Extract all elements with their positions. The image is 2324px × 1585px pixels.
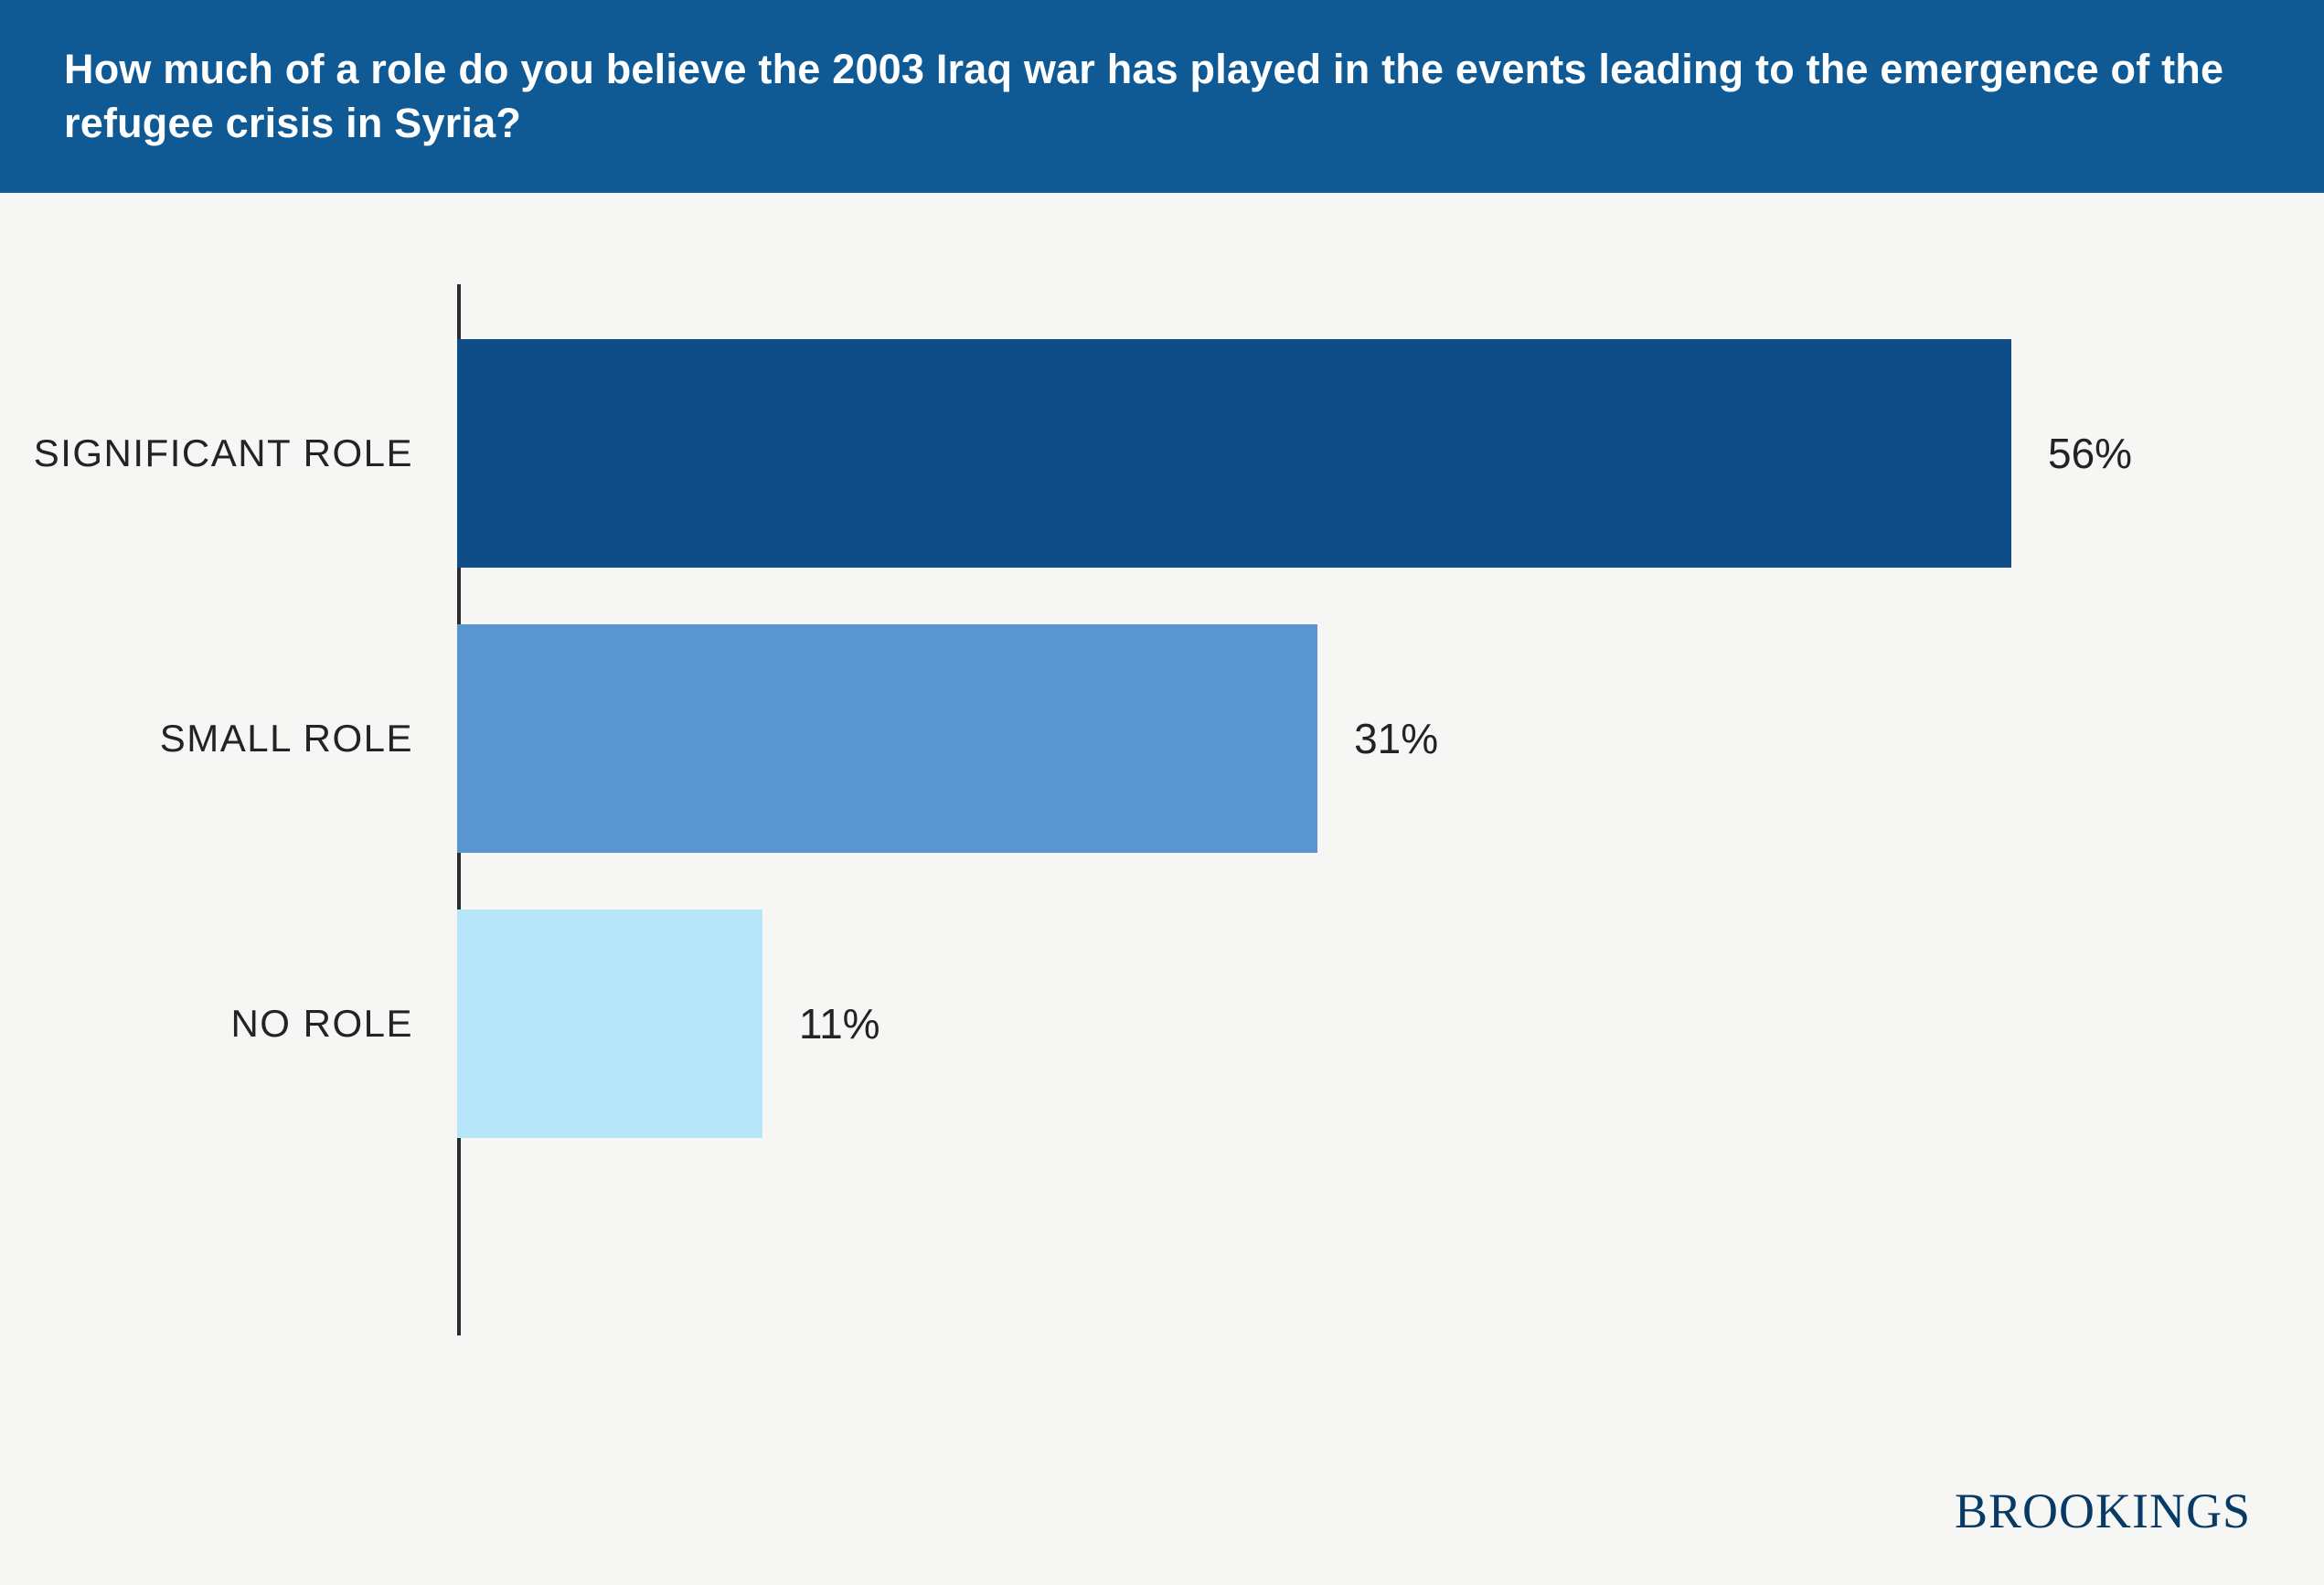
bar-rect <box>457 624 1317 853</box>
bar-label: NO ROLE <box>0 1002 413 1046</box>
chart-title: How much of a role do you believe the 20… <box>64 42 2260 151</box>
bars-container: SIGNIFICANT ROLE 56% SMALL ROLE 31% NO R… <box>457 284 2242 1138</box>
bar-rect <box>457 910 762 1138</box>
chart-header: How much of a role do you believe the 20… <box>0 0 2324 193</box>
bar-row: SIGNIFICANT ROLE 56% <box>457 339 2242 568</box>
bar-row: NO ROLE 11% <box>457 910 2242 1138</box>
bar-row: SMALL ROLE 31% <box>457 624 2242 853</box>
bar-value: 31% <box>1354 714 1438 763</box>
bar-value: 56% <box>2048 429 2132 478</box>
bar-rect <box>457 339 2011 568</box>
bar-value: 11% <box>799 999 880 1048</box>
chart-area: SIGNIFICANT ROLE 56% SMALL ROLE 31% NO R… <box>0 193 2324 1491</box>
attribution-text: BROOKINGS <box>1955 1483 2251 1539</box>
bar-label: SIGNIFICANT ROLE <box>0 431 413 475</box>
bar-label: SMALL ROLE <box>0 717 413 761</box>
